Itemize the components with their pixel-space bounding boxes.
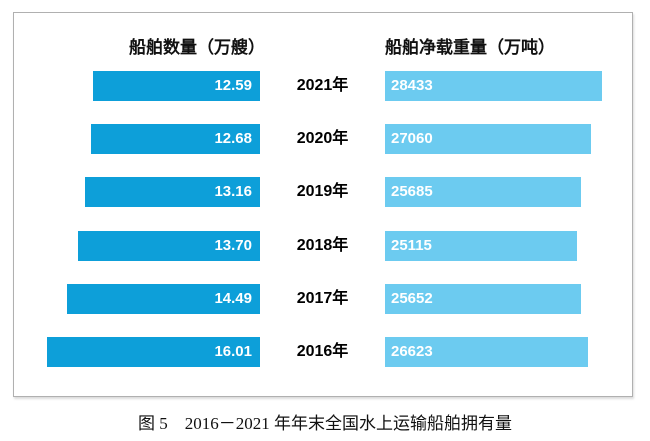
- figure-caption: 图 5 2016－2021 年年末全国水上运输船舶拥有量: [138, 414, 512, 433]
- year-label: 2016年: [296, 343, 349, 360]
- quantity-bar: 12.59: [93, 71, 260, 101]
- deadweight-bar: 25115: [385, 231, 577, 261]
- year-label: 2020年: [296, 130, 349, 147]
- year-label: 2019年: [296, 183, 349, 200]
- deadweight-bar: 28433: [385, 71, 602, 101]
- deadweight-column-title: 船舶净载重量（万吨）: [385, 38, 555, 57]
- chart-row: 14.49 2017年 25652: [14, 284, 632, 314]
- year-label: 2017年: [296, 290, 349, 307]
- chart-row: 13.16 2019年 25685: [14, 177, 632, 207]
- quantity-bar: 13.70: [78, 231, 260, 261]
- quantity-bar: 14.49: [67, 284, 260, 314]
- quantity-column-title: 船舶数量（万艘）: [129, 38, 265, 57]
- quantity-bar: 13.16: [85, 177, 260, 207]
- year-label: 2018年: [296, 237, 349, 254]
- chart-row: 12.59 2021年 28433: [14, 71, 632, 101]
- quantity-bar: 12.68: [91, 124, 260, 154]
- deadweight-bar: 27060: [385, 124, 591, 154]
- deadweight-bar: 25652: [385, 284, 581, 314]
- chart-row: 12.68 2020年 27060: [14, 124, 632, 154]
- chart-frame: 船舶数量（万艘） 船舶净载重量（万吨） 12.59 2021年 28433 12.68…: [13, 12, 633, 397]
- deadweight-bar: 25685: [385, 177, 581, 207]
- quantity-bar: 16.01: [47, 337, 260, 367]
- chart-row: 13.70 2018年 25115: [14, 231, 632, 261]
- deadweight-bar: 26623: [385, 337, 588, 367]
- chart-row: 16.01 2016年 26623: [14, 337, 632, 367]
- year-label: 2021年: [296, 77, 349, 94]
